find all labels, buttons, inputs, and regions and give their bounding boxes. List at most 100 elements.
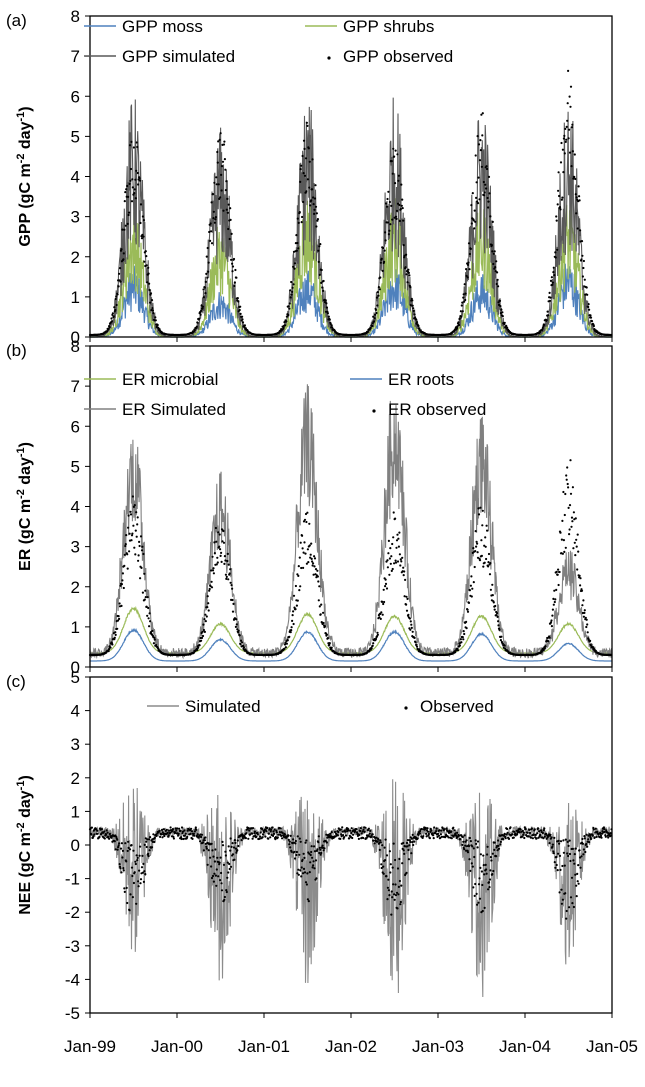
- observed-point: [239, 312, 242, 315]
- observed-point: [485, 165, 488, 168]
- observed-point: [237, 631, 240, 634]
- observed-point: [544, 645, 547, 648]
- observed-point: [139, 577, 142, 580]
- observed-point: [224, 559, 227, 562]
- observed-point: [216, 856, 219, 859]
- observed-point: [294, 608, 297, 611]
- observed-point: [503, 832, 506, 836]
- observed-point: [400, 183, 403, 186]
- observed-point: [571, 123, 574, 126]
- observed-point: [414, 641, 417, 644]
- observed-point: [575, 895, 578, 898]
- observed-point: [583, 837, 586, 840]
- observed-point: [450, 830, 453, 833]
- observed-point: [229, 207, 232, 210]
- observed-point: [224, 573, 227, 576]
- observed-point: [383, 249, 386, 252]
- observed-point: [308, 871, 311, 874]
- observed-point: [543, 835, 546, 838]
- observed-point: [396, 202, 400, 205]
- observed-point: [316, 575, 319, 578]
- observed-point: [290, 850, 293, 853]
- observed-point: [466, 276, 469, 279]
- observed-point: [136, 516, 139, 519]
- observed-point: [392, 883, 395, 886]
- observed-point: [320, 851, 323, 855]
- observed-point: [317, 835, 320, 838]
- observed-point: [576, 880, 579, 883]
- observed-point: [328, 318, 331, 321]
- observed-point: [303, 871, 307, 874]
- observed-point: [539, 834, 542, 837]
- observed-point: [569, 492, 573, 495]
- observed-point: [115, 303, 118, 307]
- observed-point: [588, 841, 591, 844]
- observed-point: [587, 838, 590, 841]
- observed-point: [560, 902, 564, 905]
- observed-point: [286, 639, 289, 642]
- observed-point: [215, 868, 218, 871]
- observed-point: [465, 620, 468, 624]
- observed-point: [131, 186, 134, 189]
- observed-point: [167, 834, 170, 837]
- observed-point: [210, 230, 213, 233]
- observed-point: [129, 179, 132, 182]
- observed-point: [292, 594, 296, 597]
- observed-point: [410, 626, 413, 630]
- observed-point: [574, 554, 577, 557]
- observed-point: [145, 840, 148, 843]
- observed-point: [463, 848, 466, 851]
- observed-point: [554, 256, 557, 259]
- observed-point: [311, 188, 314, 191]
- observed-point: [400, 884, 403, 887]
- observed-point: [217, 875, 220, 878]
- observed-point: [409, 620, 412, 623]
- observed-point: [293, 857, 297, 860]
- observed-point: [376, 633, 379, 636]
- observed-point: [222, 529, 225, 533]
- observed-point: [98, 835, 101, 839]
- observed-point: [298, 853, 301, 856]
- observed-point: [220, 889, 224, 892]
- observed-point: [357, 837, 360, 841]
- observed-point: [575, 545, 578, 548]
- observed-point: [303, 174, 307, 177]
- observed-point: [293, 850, 296, 853]
- observed-point: [144, 873, 147, 876]
- observed-point: [493, 608, 496, 611]
- observed-point: [148, 612, 151, 615]
- observed-point: [585, 618, 588, 621]
- observed-point: [108, 837, 111, 840]
- observed-point: [384, 202, 388, 205]
- observed-point: [388, 229, 391, 232]
- observed-point: [130, 200, 134, 203]
- observed-point: [439, 833, 442, 836]
- observed-point: [128, 848, 132, 851]
- observed-point: [511, 833, 514, 836]
- observed-point: [321, 286, 324, 289]
- observed-point: [143, 843, 146, 847]
- observed-point: [424, 826, 427, 830]
- observed-point: [462, 630, 465, 633]
- observed-point: [485, 524, 488, 527]
- observed-point: [149, 620, 152, 623]
- observed-point: [339, 828, 342, 831]
- observed-point: [577, 864, 580, 867]
- observed-point: [199, 840, 202, 843]
- observed-point: [383, 846, 386, 849]
- observed-point: [304, 512, 308, 516]
- observed-point: [389, 547, 392, 550]
- observed-point: [497, 624, 500, 627]
- observed-point: [219, 879, 222, 882]
- observed-point: [224, 168, 227, 171]
- observed-point: [191, 837, 194, 841]
- observed-point: [464, 298, 467, 302]
- observed-point: [275, 831, 278, 834]
- observed-point: [547, 640, 550, 643]
- observed-point: [112, 315, 115, 318]
- observed-point: [131, 874, 134, 878]
- observed-point: [325, 633, 328, 636]
- observed-point: [211, 555, 214, 558]
- observed-point: [143, 260, 146, 263]
